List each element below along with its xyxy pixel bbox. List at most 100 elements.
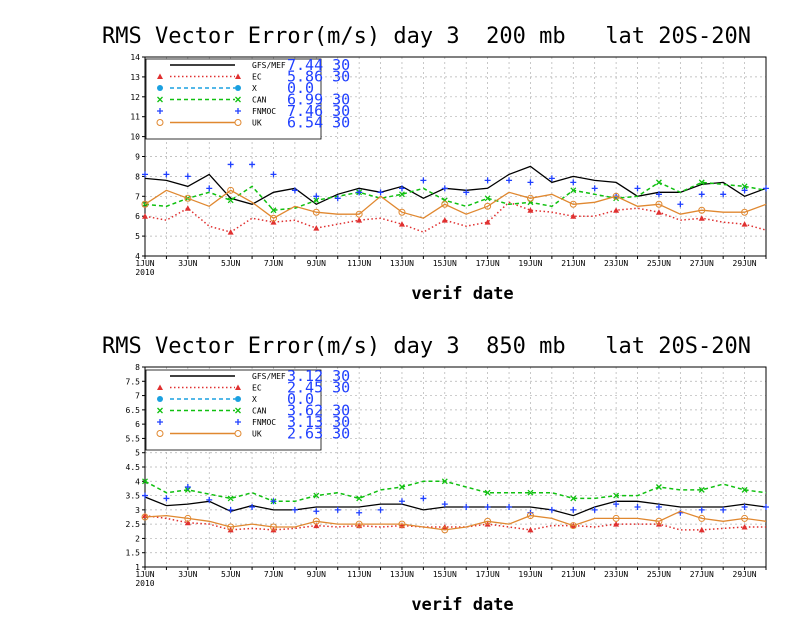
legend-series-stats: 7.44 30 [287,56,350,74]
open-circle-marker [312,517,320,525]
legend: GFS/MEF 7.44 30 EC 5.86 30 X 0.0 CAN 6.99 30 FNM… [145,56,350,140]
series-line [144,514,766,531]
x-marker [570,187,577,194]
triangle-marker [698,215,705,221]
circle-marker [235,396,241,402]
legend-series-stats: 5.86 30 [287,68,350,86]
plus-marker [506,504,513,510]
plus-marker [157,419,163,425]
triangle-marker [527,526,534,533]
legend-series-name: FNMOC [252,418,276,427]
legend-series-stats: 0.0 [287,79,314,97]
plus-marker [463,504,470,510]
x-tick-label: 21JUN [561,570,585,579]
triangle-marker [356,217,363,223]
x-marker [356,495,363,502]
plus-marker [741,187,748,194]
legend-series-stats: 6.99 30 [287,91,350,109]
x-marker [142,478,148,485]
plus-marker [720,506,727,513]
legend-series-name: CAN [252,407,267,416]
plus-marker [441,185,448,192]
legend: GFS/MEF 3.12 30 EC 2.45 30 X 0.0 CAN 3.62 30 FNM… [145,367,350,451]
plus-marker [163,495,170,502]
x-marker [157,407,163,414]
x-tick-label: 19JUN [518,570,542,579]
y-tick-label: 8 [135,172,140,181]
series-can [142,478,767,505]
x-marker [235,96,241,103]
triangle-marker [570,213,577,219]
x-tick-label: 25JUN [647,259,671,268]
series-line [144,496,767,517]
plus-marker [655,191,662,198]
open-circle-marker [398,520,406,528]
x-tick-label: 15JUN [433,259,457,268]
open-circle-marker [234,119,242,126]
x-tick-label: 23JUN [604,259,628,268]
open-circle-marker [355,210,363,218]
x-tick-label: 5JUN [221,570,240,579]
y-tick-label: 8 [135,363,140,372]
y-tick-label: 5.5 [126,434,141,443]
plus-marker [270,171,277,178]
plus-marker [634,185,641,192]
plus-marker [227,506,234,513]
open-circle-marker [227,186,235,194]
open-circle-marker [484,202,492,210]
open-circle-marker [526,512,534,520]
y-tick-label: 7 [135,192,140,201]
x-marker [741,183,748,190]
plus-marker [420,495,427,502]
y-tick-label: 11 [130,113,140,122]
x-tick-label: 7JUN [264,259,283,268]
triangle-marker [235,73,241,79]
y-tick-label: 7 [135,392,140,401]
y-tick-label: 6 [135,420,140,429]
triangle-marker [235,384,241,390]
legend-series-name: UK [252,430,262,439]
x-marker [235,407,241,414]
plus-marker [570,179,577,186]
x-marker [313,197,320,204]
legend-series-name: X [252,395,257,404]
y-tick-label: 4 [135,477,140,486]
chart-title: RMS Vector Error(m/s) day 3 850 mb lat 2… [102,334,751,359]
x-marker [227,197,234,204]
y-tick-label: 4.5 [126,463,141,472]
x-tick-label: 27JUN [690,259,714,268]
plus-marker [720,191,727,198]
plus-marker [377,506,384,513]
plus-marker [441,501,448,508]
plus-marker [484,177,491,184]
plus-marker [142,171,148,178]
triangle-marker [313,225,320,231]
plus-marker [157,108,163,114]
chart-panel: RMS Vector Error(m/s) day 3 200 mb lat 2… [102,24,769,304]
series-fnmoc [142,161,769,208]
triangle-marker [157,384,163,390]
open-circle-marker [569,200,577,208]
plus-marker [398,185,405,192]
open-circle-marker [612,192,620,200]
x-marker [399,191,405,198]
plus-marker [398,498,405,505]
open-circle-marker [234,430,242,437]
plus-marker [206,185,213,192]
series-line [144,510,767,531]
open-circle-marker [655,517,663,525]
series-line [144,181,767,211]
plus-marker [334,195,341,202]
x-tick-label: 5JUN [221,259,240,268]
plus-marker [249,161,256,168]
open-circle-marker [312,208,320,216]
x-tick-label: 19JUN [518,259,542,268]
triangle-marker [184,205,191,211]
plus-marker [698,506,705,513]
plus-marker [591,185,598,192]
x-tick-label: 2010 [135,579,154,588]
triangle-marker [398,221,405,227]
legend-series-name: GFS/MEF [252,61,286,70]
plus-marker [677,201,684,208]
